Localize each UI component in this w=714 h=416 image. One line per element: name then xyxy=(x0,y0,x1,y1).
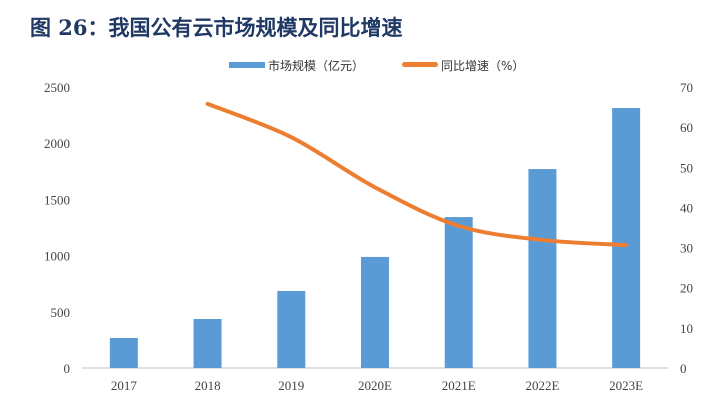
right-tick-label: 0 xyxy=(680,361,687,376)
right-tick-label: 30 xyxy=(680,241,693,256)
left-tick-label: 1000 xyxy=(44,249,70,264)
legend-bar-label: 市场规模（亿元） xyxy=(268,58,364,73)
bar xyxy=(612,108,641,368)
chart-title: 图 26：我国公有云市场规模及同比增速 xyxy=(30,15,403,40)
x-tick-label: 2021E xyxy=(442,378,476,393)
right-tick-label: 70 xyxy=(680,80,693,95)
x-tick-label: 2019 xyxy=(278,378,304,393)
bar xyxy=(361,256,389,368)
right-tick-label: 20 xyxy=(680,281,693,296)
x-tick-label: 2020E xyxy=(358,378,392,393)
bar xyxy=(277,291,306,368)
left-tick-label: 500 xyxy=(51,305,71,320)
right-tick-label: 10 xyxy=(680,321,693,336)
bar xyxy=(109,337,138,368)
bar xyxy=(193,318,222,368)
left-tick-label: 1500 xyxy=(44,192,70,207)
x-tick-label: 2023E xyxy=(609,378,643,393)
legend-line-label: 同比增速（%） xyxy=(441,59,524,73)
bar xyxy=(528,169,557,368)
right-tick-label: 50 xyxy=(680,160,693,175)
x-tick-label: 2018 xyxy=(195,378,221,393)
legend-line-swatch xyxy=(402,62,438,67)
legend-bar-swatch xyxy=(229,62,265,68)
left-tick-label: 0 xyxy=(64,361,71,376)
right-tick-label: 60 xyxy=(680,120,693,135)
growth-line xyxy=(205,101,629,248)
left-tick-label: 2000 xyxy=(44,136,70,151)
right-tick-label: 40 xyxy=(680,200,693,215)
left-tick-label: 2500 xyxy=(44,80,70,95)
bar xyxy=(444,217,473,368)
x-tick-label: 2022E xyxy=(525,378,559,393)
x-tick-label: 2017 xyxy=(111,378,138,393)
